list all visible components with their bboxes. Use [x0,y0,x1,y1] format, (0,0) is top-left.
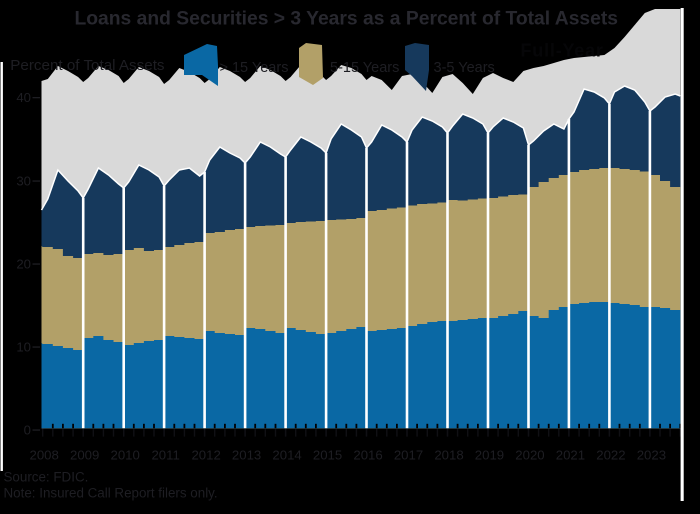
svg-text:2022: 2022 [596,448,625,463]
svg-text:2015: 2015 [313,448,342,463]
svg-text:2019: 2019 [475,448,504,463]
svg-text:Percent of Total Assets: Percent of Total Assets [10,57,165,74]
svg-text:2009: 2009 [70,448,99,463]
svg-text:Loans and Securities > 3 Years: Loans and Securities > 3 Years as a Perc… [75,9,619,30]
svg-text:2020: 2020 [515,448,544,463]
svg-text:3-5 Years: 3-5 Years [434,60,495,76]
svg-text:2023: 2023 [637,448,666,463]
svg-text:Full-Year: Full-Year [521,41,604,61]
svg-text:2016: 2016 [353,448,382,463]
svg-text:2010: 2010 [110,448,139,463]
svg-text:40: 40 [16,90,31,105]
svg-text:2017: 2017 [394,448,423,463]
svg-text:Source: FDIC.: Source: FDIC. [4,470,89,485]
svg-text:0: 0 [24,423,31,438]
svg-text:> 15 Years: > 15 Years [220,60,289,76]
svg-text:2008: 2008 [30,448,59,463]
svg-text:2014: 2014 [272,448,301,463]
svg-text:2012: 2012 [191,448,220,463]
svg-text:Note: Insured Call Report file: Note: Insured Call Report filers only. [4,486,218,501]
svg-text:2013: 2013 [232,448,261,463]
svg-text:5-15 Years: 5-15 Years [330,60,399,76]
svg-text:20: 20 [16,257,31,272]
svg-text:2011: 2011 [151,448,179,463]
svg-text:30: 30 [16,174,31,189]
svg-text:2021: 2021 [556,448,585,463]
svg-text:2018: 2018 [434,448,463,463]
svg-text:10: 10 [16,340,31,355]
